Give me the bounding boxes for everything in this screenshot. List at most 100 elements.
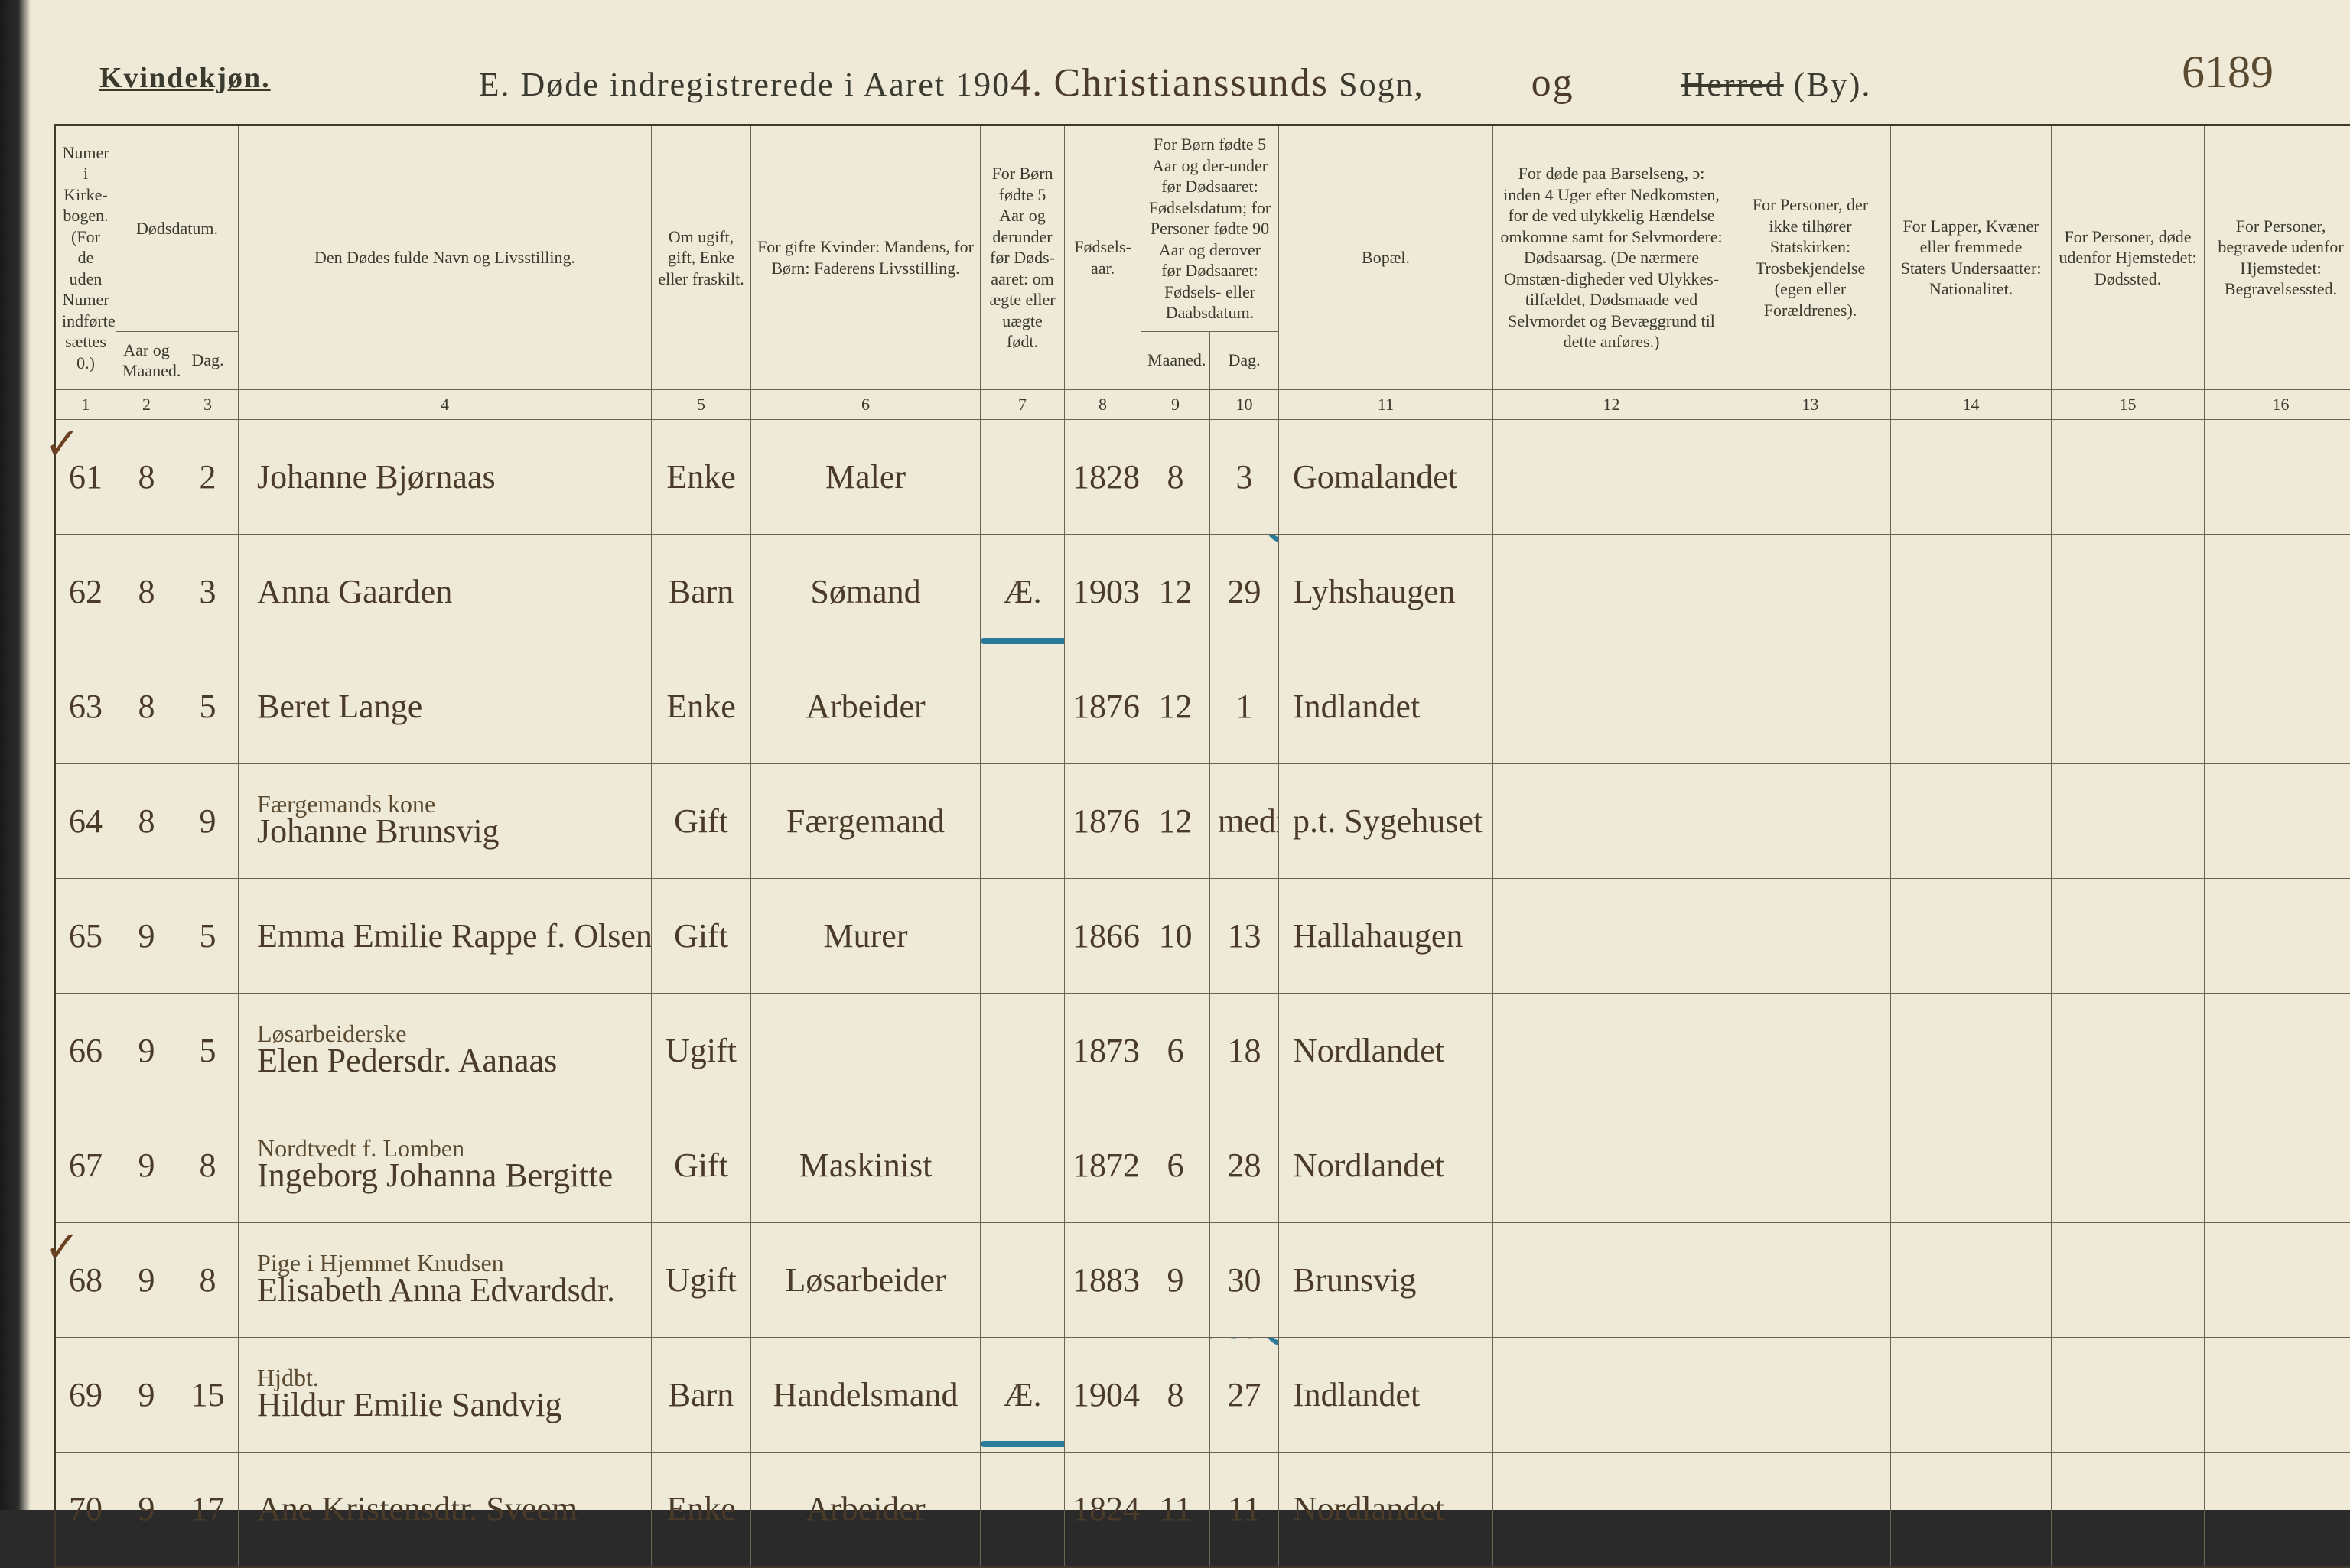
- colnum: 15: [2052, 389, 2205, 419]
- cell-navn: Beret Lange: [239, 649, 652, 763]
- cell-aegte: [981, 763, 1065, 878]
- cell-c16: [2205, 878, 2350, 993]
- table-row: 6898Pige i Hjemmet KnudsenElisabeth Anna…: [55, 1222, 2350, 1337]
- cell-c13: [1730, 1222, 1891, 1337]
- cell-fader: Færgemand: [751, 763, 981, 878]
- cell-bopael: Hallahaugen: [1279, 878, 1493, 993]
- cell-bopael: Indlandet: [1279, 1337, 1493, 1452]
- cell-fm: 6: [1141, 1108, 1210, 1222]
- cell-bopael: Gomalandet: [1279, 419, 1493, 534]
- cell-c16: [2205, 419, 2350, 534]
- cell-c16: [2205, 763, 2350, 878]
- hdr-c16: For Personer, begravede udenfor Hjemsted…: [2205, 125, 2350, 390]
- table-row: 6283Anna GaardenBarnSømandÆ.190312297-8 …: [55, 534, 2350, 649]
- cell-maaned: 9: [116, 993, 177, 1108]
- table-head: Numer i Kirke- bogen. (For de uden Numer…: [55, 125, 2350, 420]
- cell-c13: [1730, 1337, 1891, 1452]
- cell-faar: 1904: [1065, 1337, 1141, 1452]
- cell-faar: 1876: [1065, 649, 1141, 763]
- cell-dag: 15: [177, 1337, 239, 1452]
- cell-fader: Sømand: [751, 534, 981, 649]
- table-row: 6489Færgemands koneJohanne BrunsvigGiftF…: [55, 763, 2350, 878]
- cell-c15: [2052, 1108, 2205, 1222]
- cell-c15: [2052, 1337, 2205, 1452]
- cell-c13: [1730, 1108, 1891, 1222]
- cell-maaned: 8: [116, 534, 177, 649]
- cell-maaned: 9: [116, 1222, 177, 1337]
- hdr-c6: For gifte Kvinder: Mandens, for Børn: Fa…: [751, 125, 981, 390]
- gender-label: Kvindekjøn.: [99, 61, 271, 95]
- cell-aegte: [981, 1222, 1065, 1337]
- margin-tick-icon: ✓: [44, 419, 80, 469]
- page-number-handwritten: 6189: [2182, 46, 2274, 99]
- hdr-c9-10-top: For Børn fødte 5 Aar og der-under før Dø…: [1141, 125, 1279, 332]
- cell-fm: 9: [1141, 1222, 1210, 1337]
- cell-bopael: Nordlandet: [1279, 1452, 1493, 1566]
- colnum: 12: [1493, 389, 1730, 419]
- cell-aegte: [981, 1452, 1065, 1566]
- table-row: 69915Hjdbt.Hildur Emilie SandvigBarnHand…: [55, 1337, 2350, 1452]
- cell-dag: 5: [177, 878, 239, 993]
- cell-stand: Gift: [652, 878, 751, 993]
- cell-c16: [2205, 1452, 2350, 1566]
- cell-c16: [2205, 649, 2350, 763]
- cell-dag: 3: [177, 534, 239, 649]
- cell-num: 63: [55, 649, 116, 763]
- cell-fm: 10: [1141, 878, 1210, 993]
- ledger-table: Numer i Kirke- bogen. (For de uden Numer…: [54, 124, 2350, 1568]
- cell-aegte: [981, 419, 1065, 534]
- cell-c12: [1493, 1337, 1730, 1452]
- cell-fm: 6: [1141, 993, 1210, 1108]
- cell-dag: 9: [177, 763, 239, 878]
- hdr-c2-3-top: Dødsdatum.: [116, 125, 239, 332]
- cell-fd: medio: [1210, 763, 1279, 878]
- ledger-page: Kvindekjøn. 6189 E. Døde indregistrerede…: [0, 0, 2350, 1510]
- cell-c12: [1493, 1222, 1730, 1337]
- cell-stand: Enke: [652, 649, 751, 763]
- colnum: 1: [55, 389, 116, 419]
- colnum: 14: [1891, 389, 2052, 419]
- hdr-c9: Maaned.: [1141, 331, 1210, 389]
- cell-stand: Gift: [652, 763, 751, 878]
- hdr-c15: For Personer, døde udenfor Hjemstedet: D…: [2052, 125, 2205, 390]
- blue-underline: [981, 1441, 1065, 1447]
- cell-fm: 12: [1141, 763, 1210, 878]
- colnum: 3: [177, 389, 239, 419]
- cell-navn: Johanne Bjørnaas: [239, 419, 652, 534]
- cell-faar: 1872: [1065, 1108, 1141, 1222]
- cell-stand: Ugift: [652, 993, 751, 1108]
- cell-num: 66: [55, 993, 116, 1108]
- cell-bopael: Nordlandet: [1279, 993, 1493, 1108]
- cell-navn: Hjdbt.Hildur Emilie Sandvig: [239, 1337, 652, 1452]
- cell-dag: 5: [177, 993, 239, 1108]
- cell-c15: [2052, 534, 2205, 649]
- cell-c15: [2052, 1222, 2205, 1337]
- cell-bopael: Lyhshaugen: [1279, 534, 1493, 649]
- title-by-label: (By).: [1784, 66, 1872, 103]
- margin-tick-icon: ✓: [44, 1222, 80, 1272]
- cell-maaned: 9: [116, 878, 177, 993]
- cell-navn: Nordtvedt f. LombenIngeborg Johanna Berg…: [239, 1108, 652, 1222]
- cell-c14: [1891, 534, 2052, 649]
- cell-num: 70: [55, 1452, 116, 1566]
- title-prefix: E. Døde indregistrerede i Aaret 190: [479, 66, 1011, 103]
- cell-c14: [1891, 1452, 2052, 1566]
- cell-fader: Maskinist: [751, 1108, 981, 1222]
- cell-bopael: p.t. Sygehuset: [1279, 763, 1493, 878]
- cell-c12: [1493, 763, 1730, 878]
- cell-c14: [1891, 993, 2052, 1108]
- cell-fader: Arbeider: [751, 649, 981, 763]
- cell-num: 62: [55, 534, 116, 649]
- hdr-c2: Aar og Maaned.: [116, 331, 177, 389]
- table-row: 6182Johanne BjørnaasEnkeMaler182883Gomal…: [55, 419, 2350, 534]
- cell-navn-main: Ingeborg Johanna Bergitte: [257, 1156, 613, 1194]
- colnum: 5: [652, 389, 751, 419]
- cell-fader: [751, 993, 981, 1108]
- cell-navn: Færgemands koneJohanne Brunsvig: [239, 763, 652, 878]
- cell-navn-main: Hildur Emilie Sandvig: [257, 1386, 561, 1423]
- cell-fm: 11: [1141, 1452, 1210, 1566]
- cell-fd: 18: [1210, 993, 1279, 1108]
- cell-c14: [1891, 1222, 2052, 1337]
- cell-maaned: 9: [116, 1452, 177, 1566]
- cell-faar: 1824: [1065, 1452, 1141, 1566]
